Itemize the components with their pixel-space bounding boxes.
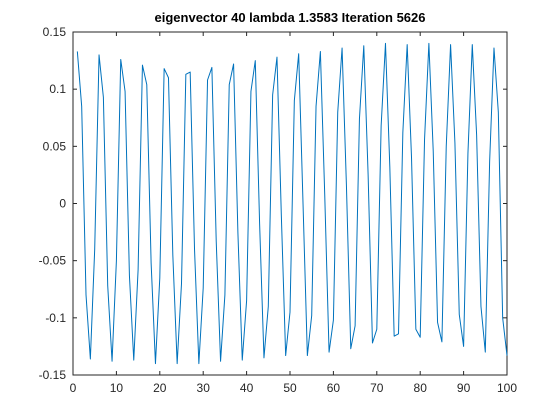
y-tick-label: -0.15 <box>39 368 67 382</box>
y-tick-label: -0.1 <box>45 311 66 325</box>
x-tick-label: 90 <box>457 381 471 395</box>
series-line <box>76 42 508 365</box>
x-tick-label: 80 <box>414 381 428 395</box>
y-tick-label: 0.05 <box>43 139 67 153</box>
x-tick-label: 20 <box>153 381 167 395</box>
x-tick-label: 70 <box>370 381 384 395</box>
plot-area: 0 10 20 30 40 50 60 70 80 90 100 -0.15 -0.1 -0.05 0 0.0… <box>39 25 518 395</box>
y-tick-label: 0.1 <box>49 82 66 96</box>
y-tick-label: -0.05 <box>39 254 67 268</box>
chart-title: eigenvector 40 lambda 1.3583 Iteration 5… <box>155 10 426 25</box>
x-tick-label: 10 <box>110 381 124 395</box>
x-tick-label: 40 <box>240 381 254 395</box>
x-tick-label: 60 <box>327 381 341 395</box>
x-tick-label: 30 <box>197 381 211 395</box>
y-tick-label: 0.15 <box>43 25 67 39</box>
x-tick-label: 0 <box>70 381 77 395</box>
y-tick-label: 0 <box>59 197 66 211</box>
x-tick-label: 50 <box>283 381 297 395</box>
x-tick-label: 100 <box>497 381 517 395</box>
